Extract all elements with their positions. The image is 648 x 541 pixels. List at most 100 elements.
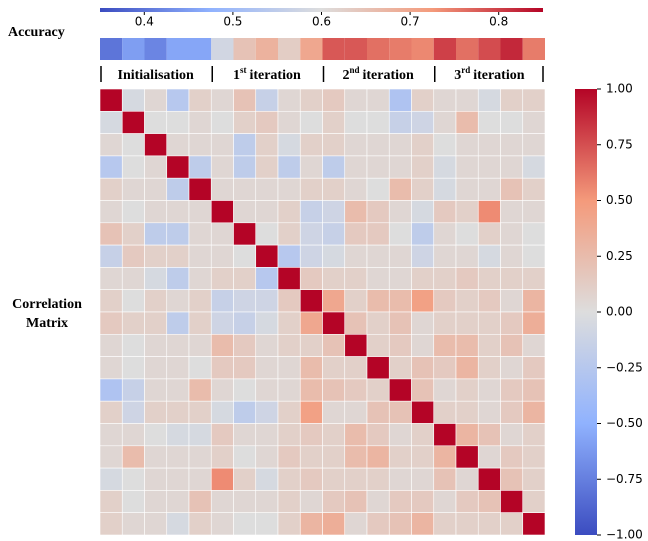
matrix-cell [188, 155, 212, 179]
matrix-cell [166, 267, 190, 290]
matrix-cell [455, 133, 479, 157]
matrix-cell [210, 356, 234, 380]
matrix-cell [411, 490, 435, 513]
matrix-cell [500, 467, 524, 491]
matrix-cell [366, 244, 390, 268]
accuracy-cell [100, 38, 123, 60]
matrix-cell [500, 267, 524, 290]
matrix-cell [500, 222, 524, 246]
matrix-cell [500, 244, 524, 268]
matrix-cell [322, 512, 346, 536]
matrix-cell [299, 177, 323, 201]
matrix-cell [144, 244, 168, 268]
matrix-cell [388, 400, 412, 424]
matrix-cell [99, 378, 123, 402]
matrix-cell [188, 200, 212, 224]
matrix-cell [121, 467, 145, 491]
matrix-cell [166, 200, 190, 224]
accuracy-cell [322, 38, 345, 60]
matrix-cell [477, 467, 501, 491]
matrix-cell [477, 423, 501, 447]
accuracy-cell [300, 38, 323, 60]
matrix-cell [433, 378, 457, 402]
matrix-cell [455, 244, 479, 268]
matrix-cell [388, 311, 412, 335]
accuracy-cell [144, 38, 167, 60]
matrix-cell [233, 467, 257, 491]
matrix-cell [477, 200, 501, 224]
matrix-cell [411, 400, 435, 424]
matrix-cell [255, 222, 279, 246]
matrix-cell [322, 490, 346, 513]
matrix-cell [477, 177, 501, 201]
matrix-cell [522, 400, 546, 424]
matrix-cell [455, 490, 479, 513]
matrix-cell [144, 423, 168, 447]
matrix-cell [233, 445, 257, 469]
group-label-part: iteration [249, 68, 301, 83]
matrix-cell [433, 490, 457, 513]
matrix-cell [522, 289, 546, 313]
matrix-cell [255, 400, 279, 424]
matrix-cell [388, 267, 412, 290]
matrix-cell [522, 311, 546, 335]
x-tick-label: 0.7 [401, 15, 420, 29]
matrix-cell [121, 445, 145, 469]
matrix-cell [277, 333, 301, 357]
matrix-cell [121, 133, 145, 157]
matrix-cell [299, 423, 323, 447]
matrix-cell [411, 88, 435, 112]
matrix-cell [233, 88, 257, 112]
matrix-cell [277, 111, 301, 134]
matrix-cell [433, 289, 457, 313]
matrix-cell [210, 155, 234, 179]
group-label-part: st [240, 65, 247, 75]
matrix-cell [522, 88, 546, 112]
matrix-cell [99, 490, 123, 513]
matrix-cell [477, 267, 501, 290]
matrix-cell [99, 333, 123, 357]
matrix-cell [210, 133, 234, 157]
matrix-cell [411, 155, 435, 179]
matrix-cell [144, 378, 168, 402]
matrix-cell [322, 356, 346, 380]
matrix-cell [411, 512, 435, 536]
matrix-cell [411, 289, 435, 313]
matrix-cell [411, 311, 435, 335]
accuracy-cell [189, 38, 212, 60]
matrix-cell [455, 311, 479, 335]
matrix-cell [121, 155, 145, 179]
matrix-cell [144, 445, 168, 469]
matrix-cell [166, 423, 190, 447]
matrix-cell [277, 200, 301, 224]
accuracy-cell [389, 38, 412, 60]
matrix-cell [299, 155, 323, 179]
matrix-cell [500, 177, 524, 201]
matrix-cell [210, 467, 234, 491]
matrix-cell [99, 177, 123, 201]
matrix-cell [188, 378, 212, 402]
accuracy-cell [255, 38, 278, 60]
matrix-cell [233, 244, 257, 268]
matrix-cell [277, 222, 301, 246]
matrix-cell [388, 445, 412, 469]
matrix-cell [433, 467, 457, 491]
matrix-cell [277, 267, 301, 290]
matrix-cell [500, 155, 524, 179]
matrix-cell [99, 423, 123, 447]
matrix-cell [388, 200, 412, 224]
matrix-cell [322, 400, 346, 424]
matrix-cell [99, 155, 123, 179]
matrix-cell [166, 400, 190, 424]
group-label-part: 2 [342, 68, 349, 83]
matrix-cell [433, 155, 457, 179]
matrix-cell [299, 490, 323, 513]
matrix-cell [322, 289, 346, 313]
matrix-cell [255, 378, 279, 402]
matrix-cell [210, 333, 234, 357]
matrix-cell [366, 200, 390, 224]
matrix-cell [188, 177, 212, 201]
matrix-cell [388, 177, 412, 201]
matrix-cell [366, 177, 390, 201]
matrix-cell [188, 111, 212, 134]
